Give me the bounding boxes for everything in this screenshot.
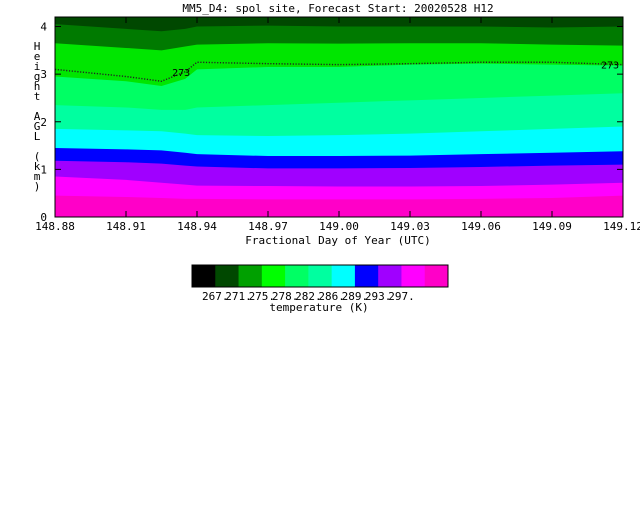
contour-label-left: 273 [172,68,190,79]
x-axis: 148.88 148.91 148.94 148.97 149.00 149.03 149.… [35,17,640,233]
colorbar: 267.271.275.278.282.286.289.293.297. [191,264,449,303]
x-tick-label: 148.88 [35,220,75,233]
y-tick-label: 0 [40,211,47,224]
y-tick-label: 3 [40,68,47,81]
y-tick-label: 2 [40,116,47,129]
x-tick-label: 149.09 [532,220,572,233]
x-tick-label: 148.97 [248,220,288,233]
colorbar-tick-label: 278. [272,290,299,303]
colorbar-swatch [192,265,216,287]
colorbar-swatch [401,265,426,287]
y-tick-label: 1 [40,163,47,176]
contour-line-273 [54,61,624,83]
x-tick-label: 149.12 [603,220,640,233]
colorbar-frame [191,264,449,288]
colorbar-swatch [424,265,449,287]
colorbar-tick-label: 267. [202,290,229,303]
colorbar-tick-label: 275. [249,290,276,303]
colorbar-tick-label: 293. [365,290,392,303]
colorbar-swatch [354,265,379,287]
temperature-bands [55,17,623,218]
x-tick-label: 149.00 [319,220,359,233]
colorbar-label: temperature (K) [269,301,368,314]
y-tick-label: 4 [40,21,47,34]
x-tick-label: 148.91 [106,220,146,233]
colorbar-swatch [215,265,240,287]
colorbar-swatch [285,265,309,287]
x-tick-label: 149.06 [461,220,501,233]
colorbar-tick-label: 297. [388,290,415,303]
colorbar-tick-label: 282. [295,290,322,303]
plot-area: 273 273 [54,16,624,218]
colorbar-swatch [238,265,263,287]
contour-label-right: 273 [601,61,619,72]
colorbar-tick-label: 286. [318,290,345,303]
y-axis: 0 1 2 3 4 [40,21,623,224]
colorbar-tick-label: 271. [225,290,252,303]
colorbar-swatch [331,265,356,287]
chart-title: MM5_D4: spol site, Forecast Start: 20020… [182,2,493,15]
colorbar-swatch [308,265,333,287]
colorbar-swatch [378,265,402,287]
x-axis-label: Fractional Day of Year (UTC) [245,234,430,247]
x-tick-label: 148.94 [177,220,217,233]
x-tick-label: 149.03 [390,220,430,233]
colorbar-tick-label: 289. [342,290,369,303]
colorbar-swatch [261,265,286,287]
